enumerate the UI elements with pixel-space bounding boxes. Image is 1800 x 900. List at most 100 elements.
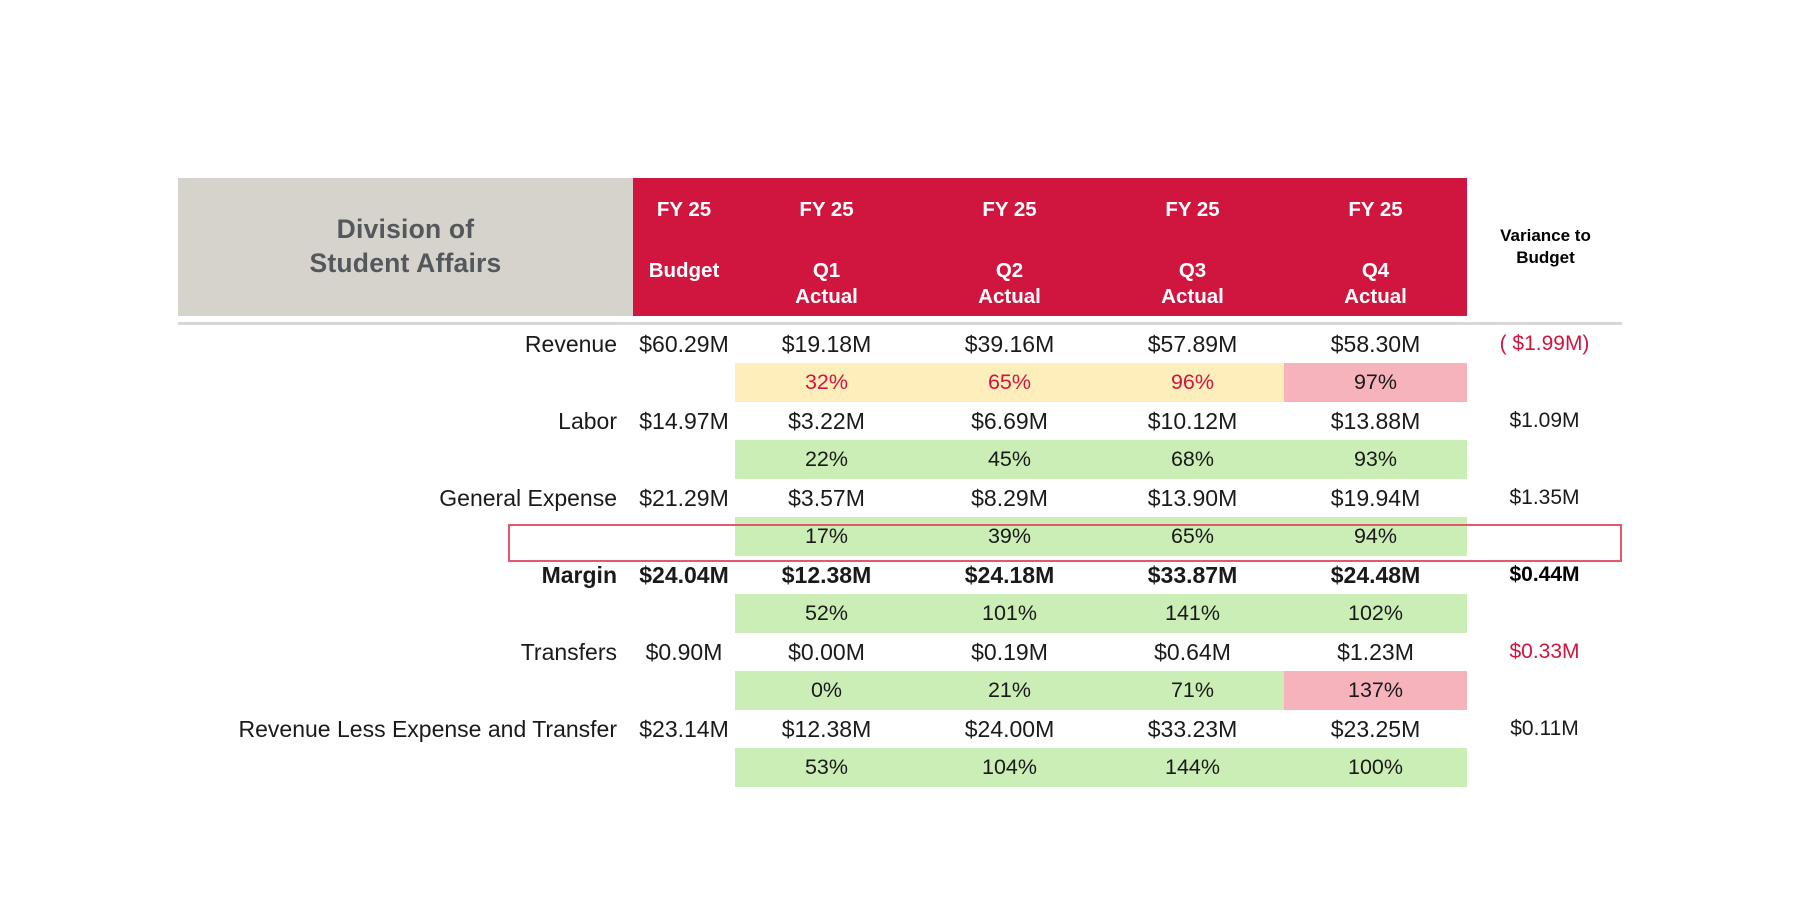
pct-spacer-budget (633, 671, 735, 710)
pct-spacer-variance (1467, 594, 1622, 633)
row-q3-actual-revenue-less-expense-and-transfer: $33.23M (1147, 715, 1238, 742)
header-col-q1: FY 25 Q1 Actual (735, 178, 918, 316)
row-q3-percent-transfers: 71% (1101, 671, 1284, 710)
pct-spacer-budget (633, 517, 735, 556)
row-budget-revenue-less-expense-and-transfer: $23.14M (639, 715, 729, 742)
header-q1-period: Q1 (812, 259, 841, 282)
table-body: Revenue $60.29M $19.18M $39.16M $57.89M $58.3… (178, 325, 1622, 787)
row-q4-actual-labor: $13.88M (1330, 407, 1421, 434)
row-q1-actual-revenue-less-expense-and-transfer: $12.38M (781, 715, 872, 742)
row-q4-percent-labor: 93% (1284, 440, 1467, 479)
header-q1-type: Actual (795, 285, 858, 309)
header-q3-period: Q3 (1178, 259, 1207, 282)
header-budget-type: Budget (648, 259, 720, 282)
pct-spacer-variance (1467, 748, 1622, 787)
header-col-q3: FY 25 Q3 Actual (1101, 178, 1284, 316)
pct-spacer-label (178, 363, 633, 402)
row-q2-percent-labor: 45% (918, 440, 1101, 479)
header-divider-cell (178, 316, 1622, 325)
table-row-general-expense: General Expense $21.29M $3.57M $8.29M $13.90… (178, 479, 1622, 517)
header-title-line-1: Division of (336, 214, 475, 245)
table-row-pct-transfers: 0% 21% 71% 137% (178, 671, 1622, 710)
row-label-revenue-less-expense-and-transfer: Revenue Less Expense and Transfer (238, 715, 617, 742)
row-q4-percent-revenue: 97% (1284, 363, 1467, 402)
row-q4-actual-revenue-less-expense-and-transfer: $23.25M (1330, 715, 1421, 742)
row-q3-percent-general-expense: 65% (1101, 517, 1284, 556)
table-row-margin: Margin $24.04M $12.38M $24.18M $33.87M $24.48… (178, 556, 1622, 594)
row-q1-actual-revenue: $19.18M (781, 330, 872, 357)
table-row-pct-margin: 52% 101% 141% 102% (178, 594, 1622, 633)
table-row-labor: Labor $14.97M $3.22M $6.69M $10.12M $13.88M $1… (178, 402, 1622, 440)
pct-spacer-label (178, 517, 633, 556)
row-label-margin: Margin (541, 561, 617, 588)
pct-spacer-label (178, 671, 633, 710)
row-q1-actual-labor: $3.22M (788, 407, 865, 434)
row-q3-percent-revenue: 96% (1101, 363, 1284, 402)
row-q2-percent-general-expense: 39% (918, 517, 1101, 556)
table-row-pct-revenue: 32% 65% 96% 97% (178, 363, 1622, 402)
row-q4-percent-transfers: 137% (1284, 671, 1467, 710)
row-label-general-expense: General Expense (439, 484, 617, 511)
row-q4-actual-revenue: $58.30M (1330, 330, 1421, 357)
row-label-labor: Labor (558, 407, 617, 434)
row-q1-actual-general-expense: $3.57M (788, 484, 865, 511)
row-budget-labor: $14.97M (639, 407, 729, 434)
pct-spacer-label (178, 594, 633, 633)
row-q1-percent-revenue-less-expense-and-transfer: 53% (735, 748, 918, 787)
row-variance-transfers: $0.33M (1509, 640, 1580, 663)
row-q1-percent-general-expense: 17% (735, 517, 918, 556)
row-q4-percent-revenue-less-expense-and-transfer: 100% (1284, 748, 1467, 787)
header-col-variance: Variance to Budget (1467, 178, 1622, 316)
row-q2-actual-transfers: $0.19M (971, 638, 1048, 665)
header-col-budget: FY 25 Budget (633, 178, 735, 316)
row-q3-actual-revenue: $57.89M (1147, 330, 1238, 357)
row-q2-actual-margin: $24.18M (964, 561, 1055, 588)
header-q4-fy: FY 25 (1348, 198, 1403, 221)
header-q2-type: Actual (978, 285, 1041, 309)
row-q3-actual-transfers: $0.64M (1154, 638, 1231, 665)
header-variance-line-1: Variance to (1500, 225, 1591, 245)
row-budget-revenue: $60.29M (639, 330, 729, 357)
header-title-line-2: Student Affairs (309, 248, 502, 278)
row-variance-margin: $0.44M (1509, 563, 1580, 586)
row-q3-percent-margin: 141% (1101, 594, 1284, 633)
table-row-pct-general-expense: 17% 39% 65% 94% (178, 517, 1622, 556)
table-row-pct-revenue-less-expense-and-transfer: 53% 104% 144% 100% (178, 748, 1622, 787)
header-q2-fy: FY 25 (982, 198, 1037, 221)
row-budget-general-expense: $21.29M (639, 484, 729, 511)
pct-spacer-label (178, 440, 633, 479)
header-q1-fy: FY 25 (799, 198, 854, 221)
row-q4-percent-margin: 102% (1284, 594, 1467, 633)
header-budget-fy: FY 25 (656, 198, 712, 221)
row-label-revenue: Revenue (524, 330, 617, 357)
header-q3-type: Actual (1161, 285, 1224, 309)
row-q1-percent-transfers: 0% (735, 671, 918, 710)
row-budget-transfers: $0.90M (645, 638, 723, 665)
row-q3-actual-margin: $33.87M (1147, 561, 1238, 588)
row-q2-percent-transfers: 21% (918, 671, 1101, 710)
table-row-transfers: Transfers $0.90M $0.00M $0.19M $0.64M $1.23M $… (178, 633, 1622, 671)
header-col-q2: FY 25 Q2 Actual (918, 178, 1101, 316)
row-q4-actual-margin: $24.48M (1330, 561, 1421, 588)
row-q1-percent-margin: 52% (735, 594, 918, 633)
row-variance-revenue-less-expense-and-transfer: $0.11M (1510, 717, 1579, 740)
pct-spacer-label (178, 748, 633, 787)
table-row-revenue: Revenue $60.29M $19.18M $39.16M $57.89M $58.3… (178, 325, 1622, 363)
row-q3-actual-general-expense: $13.90M (1147, 484, 1238, 511)
row-label-transfers: Transfers (520, 638, 617, 665)
row-q2-actual-revenue: $39.16M (964, 330, 1055, 357)
row-q3-percent-labor: 68% (1101, 440, 1284, 479)
pct-spacer-variance (1467, 517, 1622, 556)
row-q4-actual-general-expense: $19.94M (1330, 484, 1421, 511)
row-q2-actual-revenue-less-expense-and-transfer: $24.00M (964, 715, 1055, 742)
row-q2-percent-revenue-less-expense-and-transfer: 104% (918, 748, 1101, 787)
header-q4-period: Q4 (1361, 259, 1390, 282)
table-header-row: Division of Student Affairs FY 25 Budget… (178, 178, 1622, 316)
row-q4-percent-general-expense: 94% (1284, 517, 1467, 556)
row-q1-percent-labor: 22% (735, 440, 918, 479)
table-row-pct-labor: 22% 45% 68% 93% (178, 440, 1622, 479)
pct-spacer-variance (1467, 363, 1622, 402)
pct-spacer-variance (1467, 671, 1622, 710)
header-divider-line (178, 321, 1622, 325)
row-q3-percent-revenue-less-expense-and-transfer: 144% (1101, 748, 1284, 787)
